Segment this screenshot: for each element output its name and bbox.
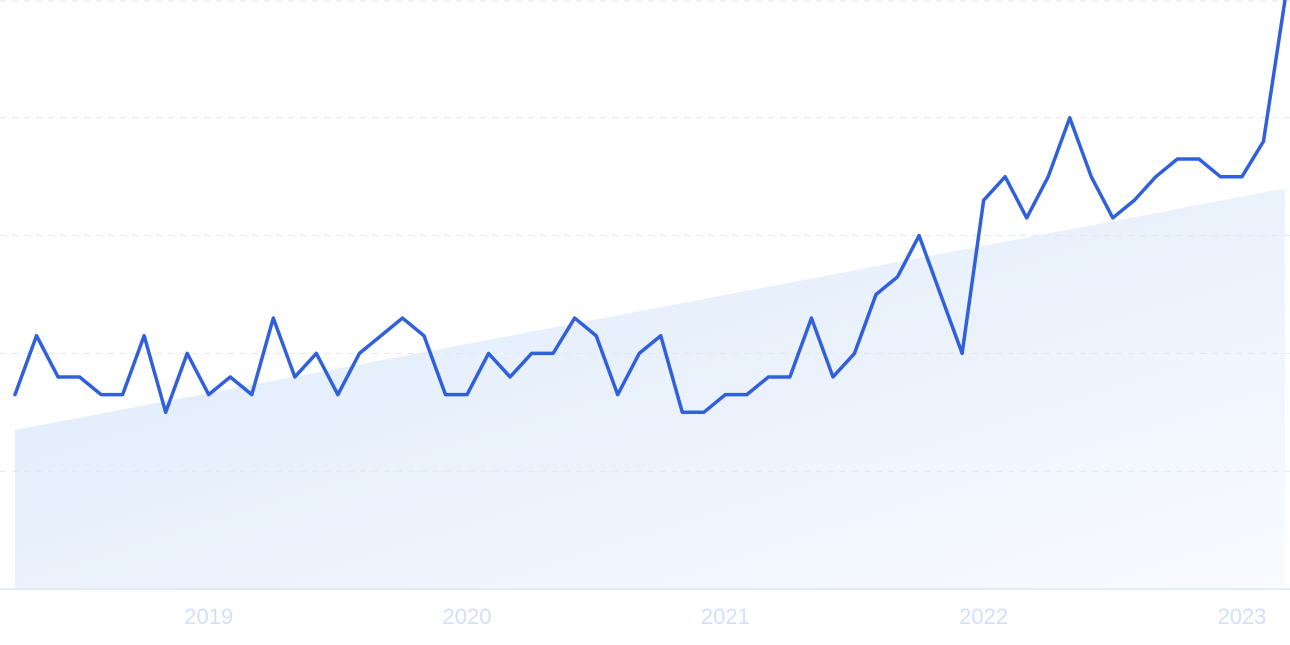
x-tick-label: 2021	[701, 604, 750, 629]
trend-line	[13, 0, 1287, 415]
x-tick-label: 2019	[184, 604, 233, 629]
x-tick-label: 2023	[1217, 604, 1266, 629]
x-tick-label: 2020	[443, 604, 492, 629]
x-tick-label: 2022	[959, 604, 1008, 629]
trend-area	[15, 188, 1285, 590]
